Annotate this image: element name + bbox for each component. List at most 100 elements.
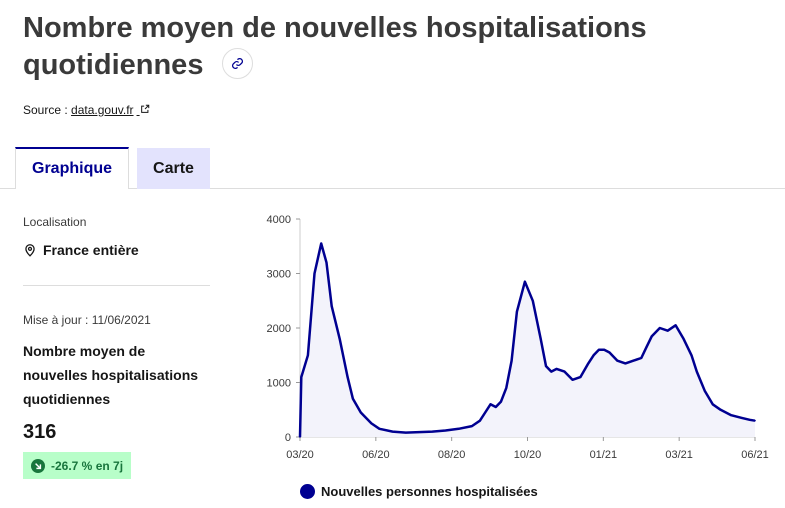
x-tick-label: 08/20 bbox=[438, 449, 466, 461]
y-tick-label: 4000 bbox=[267, 214, 291, 226]
data-point bbox=[651, 335, 653, 337]
data-point bbox=[645, 346, 648, 348]
data-point bbox=[346, 376, 349, 378]
x-tick-label: 01/21 bbox=[590, 449, 618, 461]
tab-graphique-label: Graphique bbox=[32, 160, 113, 177]
hospitalisations-chart: 0 1000 2000 3000 4000 03/20 06/20 08/20 10/20 01/… bbox=[267, 214, 769, 461]
data-point bbox=[632, 359, 635, 362]
x-tick-label: 03/21 bbox=[665, 449, 693, 461]
data-point bbox=[539, 338, 542, 340]
data-point bbox=[624, 362, 627, 365]
data-point bbox=[682, 338, 685, 340]
data-point bbox=[740, 417, 743, 419]
data-point bbox=[730, 414, 732, 416]
data-point bbox=[479, 419, 481, 422]
data-point bbox=[352, 398, 354, 400]
data-point bbox=[616, 359, 619, 362]
indicator-value: 316 bbox=[23, 421, 57, 443]
data-point bbox=[431, 430, 434, 433]
series-area bbox=[300, 243, 755, 437]
tab-carte[interactable]: Carte bbox=[137, 148, 210, 189]
data-point bbox=[484, 411, 486, 414]
source-prefix: Source : bbox=[23, 103, 68, 117]
external-link-icon bbox=[137, 104, 150, 117]
data-point bbox=[444, 429, 447, 432]
location-value: France entière bbox=[23, 242, 210, 258]
x-tick-label: 06/20 bbox=[362, 449, 390, 461]
update-date: Mise à jour : 11/06/2021 bbox=[23, 313, 151, 327]
data-point bbox=[592, 354, 595, 357]
tab-carte-label: Carte bbox=[153, 159, 194, 177]
location-value-text: France entière bbox=[43, 242, 139, 258]
x-tick-label: 06/21 bbox=[741, 449, 769, 461]
page-title: Nombre moyen de nouvelles hospitalisatio… bbox=[23, 10, 723, 84]
data-point bbox=[587, 362, 590, 365]
tab-list: Graphique Carte bbox=[15, 147, 210, 189]
data-point bbox=[555, 368, 558, 370]
arrow-down-right-icon bbox=[31, 458, 45, 473]
data-point bbox=[516, 310, 518, 313]
map-pin-icon bbox=[25, 244, 35, 257]
data-point bbox=[360, 411, 362, 414]
data-point bbox=[603, 349, 606, 351]
source-link-text: data.gouv.fr bbox=[71, 103, 134, 117]
data-point bbox=[690, 354, 693, 357]
data-point bbox=[579, 376, 582, 378]
data-point bbox=[325, 261, 328, 264]
data-point bbox=[307, 354, 309, 357]
chart-legend: Nouvelles personnes hospitalisées bbox=[300, 484, 538, 499]
data-point bbox=[666, 329, 669, 332]
indicator-name: Nombre moyen de nouvelles hospitalisatio… bbox=[23, 343, 199, 407]
legend-marker bbox=[300, 484, 315, 499]
data-point bbox=[494, 406, 497, 408]
data-point bbox=[505, 387, 508, 389]
data-point bbox=[378, 428, 381, 430]
evolution-text: -26.7 % en 7j bbox=[51, 458, 124, 473]
source-line: Source : data.gouv.fr bbox=[23, 103, 150, 117]
data-point bbox=[711, 403, 714, 406]
data-point bbox=[571, 378, 574, 381]
sidebar-divider bbox=[23, 285, 210, 286]
y-tick-label: 2000 bbox=[267, 323, 291, 335]
data-point bbox=[510, 359, 513, 362]
data-point bbox=[405, 431, 407, 434]
link-icon[interactable] bbox=[221, 47, 253, 79]
data-point bbox=[471, 425, 473, 427]
data-point bbox=[524, 280, 526, 283]
data-point bbox=[300, 376, 303, 378]
data-point bbox=[457, 428, 460, 430]
data-point bbox=[674, 324, 677, 327]
location-label: Localisation bbox=[23, 215, 87, 229]
legend-label: Nouvelles personnes hospitalisées bbox=[321, 484, 538, 499]
y-tick-label: 1000 bbox=[267, 378, 291, 390]
x-tick-label: 03/20 bbox=[286, 449, 314, 461]
data-point bbox=[598, 349, 600, 351]
data-point bbox=[640, 357, 643, 359]
data-point bbox=[531, 299, 534, 302]
data-point bbox=[608, 351, 611, 354]
data-point bbox=[320, 242, 322, 245]
data-point bbox=[658, 327, 661, 329]
data-point bbox=[489, 403, 492, 406]
data-point bbox=[703, 389, 706, 392]
y-tick-label: 0 bbox=[285, 432, 291, 444]
data-point bbox=[719, 408, 722, 411]
data-point bbox=[500, 400, 502, 403]
tab-graphique[interactable]: Graphique bbox=[15, 147, 130, 189]
data-point bbox=[550, 370, 553, 373]
data-point bbox=[338, 338, 341, 340]
x-tick-label: 10/20 bbox=[514, 449, 542, 461]
data-point bbox=[563, 370, 566, 373]
data-point bbox=[299, 436, 301, 438]
data-point bbox=[754, 419, 756, 422]
data-point bbox=[696, 370, 698, 373]
data-point bbox=[370, 422, 373, 425]
data-point bbox=[391, 430, 394, 433]
page-title-text: Nombre moyen de nouvelles hospitalisatio… bbox=[23, 12, 647, 81]
data-point bbox=[545, 365, 547, 367]
y-tick-label: 3000 bbox=[267, 269, 291, 281]
data-point bbox=[313, 272, 316, 275]
source-link[interactable]: data.gouv.fr bbox=[71, 103, 150, 117]
tabs-divider bbox=[0, 188, 785, 189]
evolution-badge: -26.7 % en 7j bbox=[23, 452, 132, 479]
